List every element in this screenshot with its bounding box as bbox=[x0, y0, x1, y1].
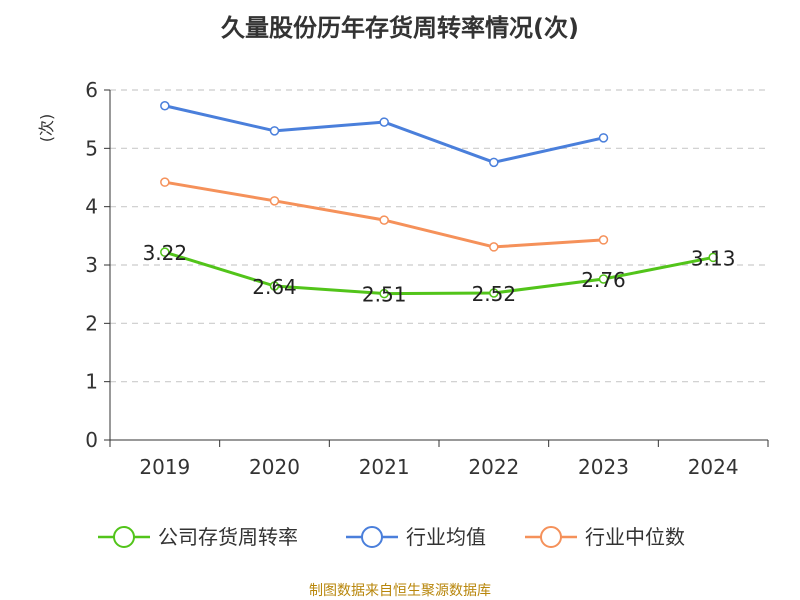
data-point bbox=[708, 252, 718, 263]
y-tick-label: 2 bbox=[85, 311, 98, 335]
data-label: 2.52 bbox=[472, 282, 517, 306]
data-point bbox=[269, 281, 280, 291]
x-tick-label: 2019 bbox=[139, 455, 190, 479]
legend-label: 行业中位数 bbox=[585, 525, 685, 549]
y-axis-label: (次) bbox=[37, 114, 56, 143]
legend-label: 公司存货周转率 bbox=[158, 525, 298, 549]
legend-label: 行业均值 bbox=[406, 525, 486, 549]
data-point bbox=[379, 288, 389, 299]
data-point bbox=[598, 235, 609, 245]
x-tick-label: 2024 bbox=[688, 455, 739, 479]
y-tick-label: 3 bbox=[85, 253, 98, 277]
data-point bbox=[489, 157, 499, 168]
data-label: 3.22 bbox=[143, 241, 188, 265]
series-lines bbox=[160, 101, 718, 299]
data-labels: 3.22 2.64 2.51 2.52 2.76 3.13 bbox=[143, 241, 736, 306]
legend-marker bbox=[361, 526, 383, 548]
y-tick-label: 4 bbox=[85, 195, 98, 219]
data-label: 2.51 bbox=[362, 283, 407, 307]
data-point bbox=[160, 247, 170, 257]
y-tick-label: 6 bbox=[85, 78, 98, 102]
data-point bbox=[379, 215, 389, 225]
x-tick-label: 2020 bbox=[249, 455, 300, 479]
chart-title: 久量股份历年存货周转率情况(次) bbox=[221, 14, 579, 42]
y-tick-label: 5 bbox=[85, 136, 98, 160]
data-point bbox=[598, 274, 609, 284]
y-tick-label: 1 bbox=[85, 370, 98, 394]
data-point bbox=[489, 242, 499, 252]
data-point bbox=[379, 117, 389, 127]
data-point bbox=[489, 288, 499, 298]
grid-lines bbox=[110, 89, 768, 383]
y-tick-label: 0 bbox=[85, 428, 98, 452]
data-label: 3.13 bbox=[691, 246, 736, 270]
data-label: 2.64 bbox=[252, 275, 297, 299]
axes: 0 1 2 3 4 5 6 2019 2020 2021 2022 2023 2024 bbox=[85, 78, 769, 479]
data-label: 2.76 bbox=[581, 268, 626, 292]
data-point bbox=[160, 177, 170, 187]
data-point bbox=[269, 126, 280, 136]
legend: 公司存货周转率 行业均值 行业中位数 bbox=[98, 525, 685, 549]
series-line bbox=[164, 104, 604, 164]
legend-marker bbox=[540, 526, 562, 548]
data-point bbox=[269, 196, 280, 206]
legend-marker bbox=[113, 526, 135, 548]
data-point bbox=[160, 101, 170, 111]
series-line bbox=[164, 250, 714, 296]
x-tick-label: 2022 bbox=[468, 455, 519, 479]
data-point bbox=[598, 133, 609, 143]
x-tick-label: 2021 bbox=[359, 455, 410, 479]
source-note: 制图数据来自恒生聚源数据库 bbox=[309, 583, 491, 599]
series-line bbox=[164, 180, 604, 249]
x-tick-label: 2023 bbox=[578, 455, 629, 479]
